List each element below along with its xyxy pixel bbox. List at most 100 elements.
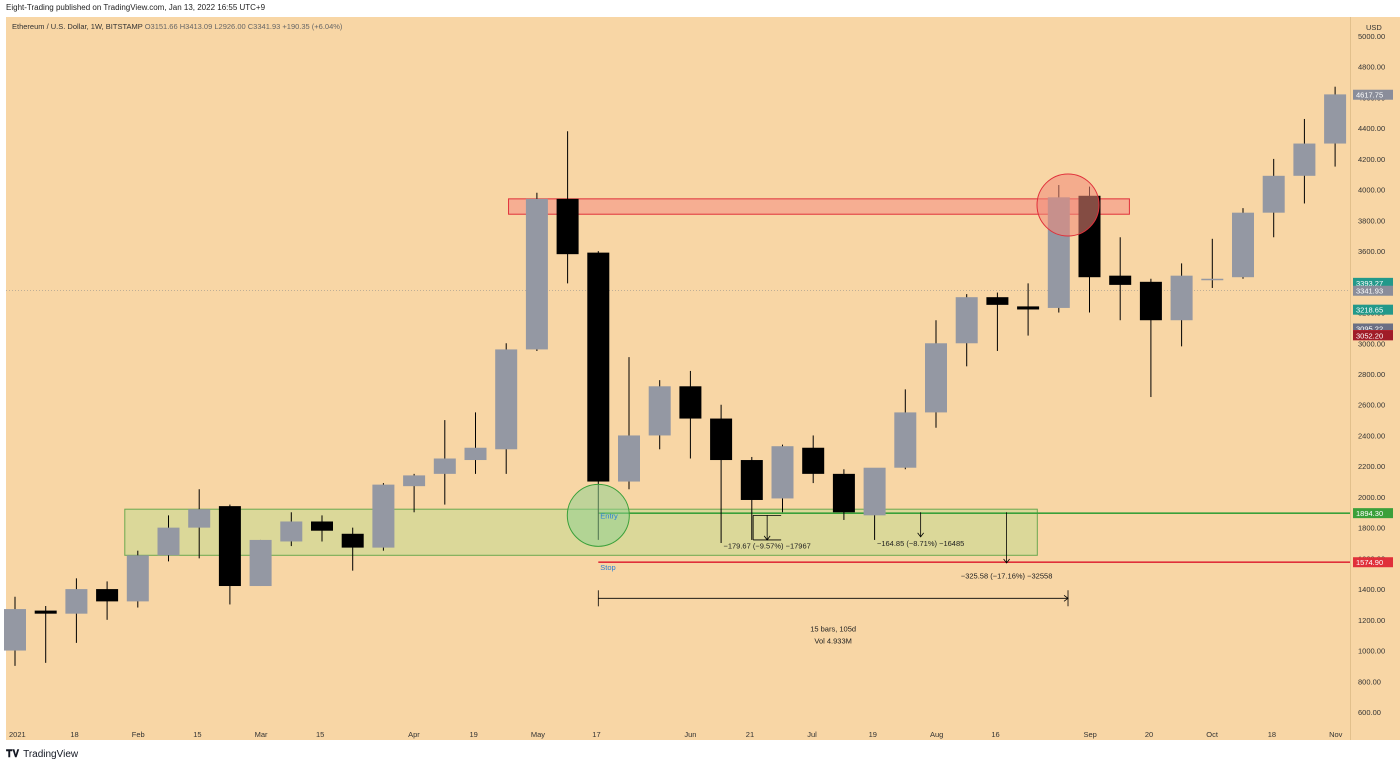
price-axis[interactable] xyxy=(1350,17,1400,740)
candle-body xyxy=(157,527,180,556)
x-tick-label: 2021 xyxy=(9,730,26,739)
candle-body xyxy=(249,539,272,587)
candle-body xyxy=(955,297,978,344)
high-value: H3413.09 xyxy=(179,22,213,31)
y-tick-label: 2200.00 xyxy=(1358,462,1385,471)
candle-body xyxy=(341,533,364,548)
x-tick-label: Jul xyxy=(807,730,817,739)
measure-2-label: −164.85 (−8.71%) −16485 xyxy=(877,539,964,548)
candle-body xyxy=(126,555,149,602)
price-tag-label: 1574.90 xyxy=(1356,558,1383,567)
candle-body xyxy=(925,343,947,413)
symbol-name: Ethereum / U.S. Dollar, 1W, BITSTAMP xyxy=(12,22,143,31)
range-vol-label: Vol 4.933M xyxy=(814,636,852,645)
y-tick-label: 600.00 xyxy=(1358,708,1381,717)
measure-2-arrow xyxy=(917,532,924,538)
candle-body xyxy=(771,446,794,499)
x-tick-label: Mar xyxy=(255,730,268,739)
x-tick-label: 16 xyxy=(991,730,999,739)
candle-body xyxy=(1201,278,1224,281)
candle-body xyxy=(1109,275,1132,285)
candle-body xyxy=(1324,94,1347,144)
candle-body xyxy=(525,198,548,350)
x-tick-label: 15 xyxy=(193,730,201,739)
price-tag xyxy=(1353,89,1393,100)
y-axis-unit: USD xyxy=(1366,23,1382,32)
chart-area[interactable] xyxy=(6,17,1350,740)
measure-3-arrow xyxy=(1003,558,1010,564)
candle-body xyxy=(679,386,702,419)
candle-body xyxy=(986,297,1009,305)
x-tick-label: Sep xyxy=(1084,730,1097,739)
y-tick-label: 3000.00 xyxy=(1358,339,1385,348)
x-tick-label: Oct xyxy=(1206,730,1219,739)
y-tick-label: 2600.00 xyxy=(1358,401,1385,410)
low-value: L2926.00 xyxy=(214,22,246,31)
y-tick-label: 1200.00 xyxy=(1358,616,1385,625)
price-tag xyxy=(1353,304,1393,315)
price-tag xyxy=(1353,323,1393,334)
candle-body xyxy=(802,447,825,474)
x-tick-label: Aug xyxy=(930,730,943,739)
close-value: C3341.93 xyxy=(247,22,281,31)
candle-body xyxy=(832,473,855,513)
x-tick-label: 17 xyxy=(592,730,600,739)
price-tag-label: 3095.22 xyxy=(1356,325,1383,334)
price-tag xyxy=(1353,557,1393,568)
candle-body xyxy=(1293,143,1316,176)
price-tag-label: 3393.27 xyxy=(1356,279,1383,288)
candle-body xyxy=(188,509,211,528)
x-tick-label: 21 xyxy=(746,730,754,739)
open-value: O3151.66 xyxy=(144,22,178,31)
candle-body xyxy=(648,386,671,436)
price-tag-label: 1894.30 xyxy=(1356,509,1383,518)
candle-body xyxy=(464,447,487,461)
candle-body xyxy=(863,467,886,516)
y-tick-label: 5000.00 xyxy=(1358,32,1385,41)
price-tag-label: 3052.20 xyxy=(1356,331,1383,340)
brand[interactable]: 𝐓𝐕 TradingView xyxy=(6,749,78,760)
candle-body xyxy=(1017,306,1040,310)
candle-body xyxy=(1170,275,1193,321)
candle-body xyxy=(556,198,579,255)
footer: 𝐓𝐕 TradingView xyxy=(0,745,1400,765)
candle-body xyxy=(65,589,88,614)
candle-body xyxy=(495,349,518,450)
price-tag xyxy=(1353,285,1393,296)
candle-body xyxy=(34,610,57,614)
candle-body xyxy=(372,484,395,548)
price-tag-label: 3341.93 xyxy=(1356,287,1383,296)
candle-body xyxy=(218,506,241,587)
price-tag xyxy=(1353,277,1393,288)
candle-body xyxy=(618,435,640,482)
y-tick-label: 3800.00 xyxy=(1358,216,1385,225)
x-tick-label: Apr xyxy=(408,730,420,739)
symbol-legend: Ethereum / U.S. Dollar, 1W, BITSTAMP O31… xyxy=(12,22,342,31)
measure-1-label: −179.67 (−9.57%) −17967 xyxy=(723,541,810,550)
x-tick-label: 18 xyxy=(70,730,78,739)
entry-label: Entry xyxy=(600,511,618,520)
y-tick-label: 4200.00 xyxy=(1358,155,1385,164)
candle-body xyxy=(280,521,303,542)
y-tick-label: 2000.00 xyxy=(1358,493,1385,502)
x-tick-label: 18 xyxy=(1268,730,1276,739)
candle-body xyxy=(1232,212,1254,278)
entry-circle xyxy=(566,483,630,547)
candle-body xyxy=(96,589,119,602)
publisher-text: Eight-Trading published on TradingView.c… xyxy=(6,3,266,12)
candle-body xyxy=(710,418,733,461)
y-tick-label: 800.00 xyxy=(1358,677,1381,686)
publisher-bar: Eight-Trading published on TradingView.c… xyxy=(0,0,1400,16)
candle-body xyxy=(894,412,917,468)
y-tick-label: 4000.00 xyxy=(1358,186,1385,195)
x-tick-label: 19 xyxy=(470,730,478,739)
y-tick-label: 1000.00 xyxy=(1358,647,1385,656)
brand-name: TradingView xyxy=(23,749,79,760)
candle-body xyxy=(4,609,26,651)
change-value: +190.35 (+6.04%) xyxy=(282,22,343,31)
candle-body xyxy=(1139,281,1162,321)
y-tick-label: 1400.00 xyxy=(1358,585,1385,594)
top-circle xyxy=(1036,173,1100,237)
y-tick-label: 2400.00 xyxy=(1358,431,1385,440)
